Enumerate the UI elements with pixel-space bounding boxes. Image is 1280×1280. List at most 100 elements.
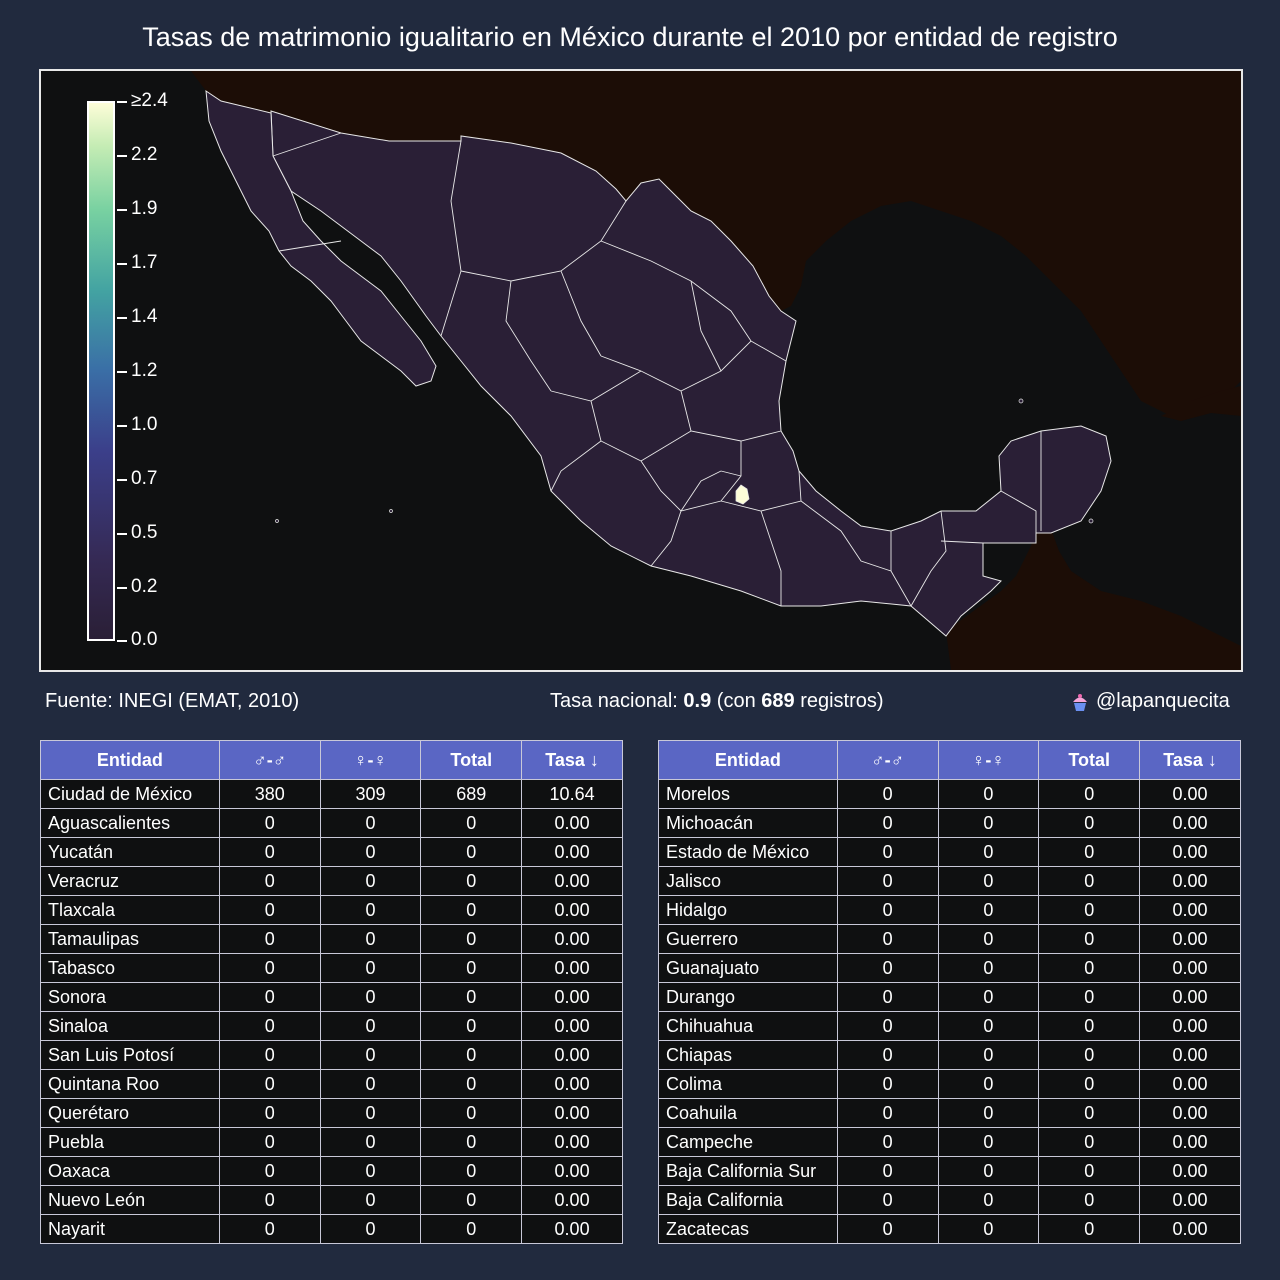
value-cell: 0 <box>836 953 939 983</box>
colorbar-tick-label: 1.4 <box>131 306 158 327</box>
value-cell: 0 <box>319 1098 422 1128</box>
value-cell: 0 <box>420 1185 523 1215</box>
value-cell: 0 <box>420 808 523 838</box>
state-name-cell: Quintana Roo <box>40 1069 220 1099</box>
table-row: Guanajuato 0 0 0 0.00 <box>658 953 1241 983</box>
column-header: Entidad <box>40 740 220 780</box>
value-cell: 0.00 <box>521 1127 623 1157</box>
value-cell: 0 <box>937 837 1040 867</box>
value-cell: 0 <box>937 1069 1040 1099</box>
value-cell: 0.00 <box>1139 866 1241 896</box>
value-cell: 0 <box>218 1156 321 1186</box>
value-cell: 0 <box>319 1156 422 1186</box>
column-header: Entidad <box>658 740 838 780</box>
table-row: Aguascalientes 0 0 0 0.00 <box>40 808 623 838</box>
author-handle: @lapanquecita <box>1096 690 1230 712</box>
value-cell: 0 <box>420 953 523 983</box>
table-row: Querétaro 0 0 0 0.00 <box>40 1098 623 1128</box>
value-cell: 0 <box>420 924 523 954</box>
table-header-row: Entidad ♂-♂ ♀-♀ Total Tasa ↓ <box>40 740 623 780</box>
value-cell: 0 <box>218 1040 321 1070</box>
value-cell: 0.00 <box>1139 1098 1241 1128</box>
colorbar-tick-label: 2.2 <box>131 144 158 165</box>
value-cell: 380 <box>218 779 321 809</box>
value-cell: 0 <box>319 1011 422 1041</box>
value-cell: 0 <box>1038 924 1141 954</box>
national-rate-note: Tasa nacional: 0.9 (con 689 registros) <box>550 690 884 713</box>
state-name-cell: Morelos <box>658 779 838 809</box>
value-cell: 0 <box>218 808 321 838</box>
value-cell: 0.00 <box>1139 953 1241 983</box>
column-header: ♀-♀ <box>319 740 422 780</box>
state-name-cell: Sinaloa <box>40 1011 220 1041</box>
value-cell: 0 <box>420 1214 523 1244</box>
colorbar-tick-label: 1.7 <box>131 252 158 273</box>
table-row: Durango 0 0 0 0.00 <box>658 982 1241 1012</box>
value-cell: 0.00 <box>1139 1185 1241 1215</box>
value-cell: 0 <box>937 808 1040 838</box>
value-cell: 0 <box>319 895 422 925</box>
state-name-cell: Puebla <box>40 1127 220 1157</box>
table-row: Campeche 0 0 0 0.00 <box>658 1127 1241 1157</box>
states-table-left: Entidad ♂-♂ ♀-♀ Total Tasa ↓ Ciudad de Méxic… <box>40 740 623 1244</box>
value-cell: 0 <box>420 1069 523 1099</box>
table-row: Chiapas 0 0 0 0.00 <box>658 1040 1241 1070</box>
colorbar-tick <box>117 101 127 103</box>
value-cell: 0 <box>218 1011 321 1041</box>
table-row: Jalisco 0 0 0 0.00 <box>658 866 1241 896</box>
state-name-cell: Hidalgo <box>658 895 838 925</box>
table-row: Quintana Roo 0 0 0 0.00 <box>40 1069 623 1099</box>
table-row: Estado de México 0 0 0 0.00 <box>658 837 1241 867</box>
value-cell: 0.00 <box>521 1185 623 1215</box>
state-name-cell: Estado de México <box>658 837 838 867</box>
table-row: Chihuahua 0 0 0 0.00 <box>658 1011 1241 1041</box>
colorbar-tick <box>117 640 127 642</box>
value-cell: 0 <box>836 895 939 925</box>
value-cell: 0.00 <box>1139 808 1241 838</box>
state-name-cell: Sonora <box>40 982 220 1012</box>
state-name-cell: Baja California <box>658 1185 838 1215</box>
value-cell: 0.00 <box>521 895 623 925</box>
map-panel: Tasa por cada 100,000 habitantes mayores… <box>39 69 1243 672</box>
colorbar-tick-label: ≥2.4 <box>131 90 168 111</box>
value-cell: 0.00 <box>1139 982 1241 1012</box>
value-cell: 0 <box>836 1214 939 1244</box>
table-row: Nayarit 0 0 0 0.00 <box>40 1214 623 1244</box>
value-cell: 0 <box>937 1127 1040 1157</box>
value-cell: 689 <box>420 779 523 809</box>
value-cell: 0.00 <box>521 837 623 867</box>
value-cell: 0 <box>836 1011 939 1041</box>
state-name-cell: Coahuila <box>658 1098 838 1128</box>
table-row: Coahuila 0 0 0 0.00 <box>658 1098 1241 1128</box>
table-row: Morelos 0 0 0 0.00 <box>658 779 1241 809</box>
colorbar-tick <box>117 317 127 319</box>
state-name-cell: Oaxaca <box>40 1156 220 1186</box>
state-name-cell: Yucatán <box>40 837 220 867</box>
table-row: Yucatán 0 0 0 0.00 <box>40 837 623 867</box>
island <box>389 509 393 513</box>
value-cell: 0 <box>218 924 321 954</box>
value-cell: 0 <box>937 924 1040 954</box>
colorbar-tick-label: 1.9 <box>131 198 158 219</box>
value-cell: 0 <box>1038 837 1141 867</box>
table-row: Baja California Sur 0 0 0 0.00 <box>658 1156 1241 1186</box>
value-cell: 0.00 <box>1139 1011 1241 1041</box>
state-name-cell: Tabasco <box>40 953 220 983</box>
value-cell: 0 <box>836 837 939 867</box>
value-cell: 0 <box>1038 1011 1141 1041</box>
colorbar-tick <box>117 479 127 481</box>
value-cell: 0 <box>319 866 422 896</box>
colorbar-tick <box>117 533 127 535</box>
value-cell: 0 <box>420 895 523 925</box>
value-cell: 0 <box>1038 953 1141 983</box>
state-name-cell: Guanajuato <box>658 953 838 983</box>
value-cell: 0 <box>319 924 422 954</box>
value-cell: 0.00 <box>1139 1127 1241 1157</box>
value-cell: 0 <box>1038 1127 1141 1157</box>
national-rate-prefix: Tasa nacional: <box>550 690 684 712</box>
colorbar-tick <box>117 587 127 589</box>
state-name-cell: Nuevo León <box>40 1185 220 1215</box>
value-cell: 0.00 <box>1139 1040 1241 1070</box>
state-name-cell: Querétaro <box>40 1098 220 1128</box>
value-cell: 0.00 <box>1139 1214 1241 1244</box>
